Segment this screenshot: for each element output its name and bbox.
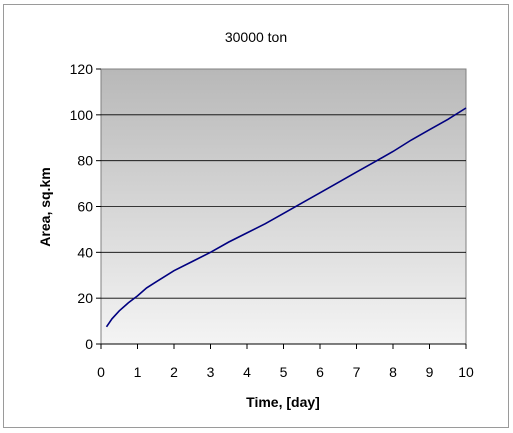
series-line — [105, 107, 467, 328]
x-tick-label: 1 — [134, 364, 142, 380]
y-tick-label: 60 — [77, 199, 93, 215]
x-tick-label: 7 — [353, 364, 361, 380]
y-axis-label: Area, sq.km — [37, 167, 53, 246]
x-axis-label: Time, [day] — [246, 394, 320, 410]
x-tick-label: 2 — [170, 364, 178, 380]
y-tick-label: 20 — [77, 290, 93, 306]
y-tick-label: 40 — [77, 244, 93, 260]
x-tick-label: 5 — [280, 364, 288, 380]
y-tick-label: 100 — [70, 107, 94, 123]
y-tick-label: 80 — [77, 153, 93, 169]
x-tick-label: 0 — [97, 364, 105, 380]
gridlines — [101, 114, 466, 299]
x-tick-label: 8 — [389, 364, 397, 380]
x-tick-label: 3 — [207, 364, 215, 380]
y-axis-ticks: 0 20 40 60 80 100 120 — [70, 61, 101, 352]
y-tick-label: 120 — [70, 61, 94, 77]
x-tick-label: 6 — [316, 364, 324, 380]
y-tick-label: 0 — [85, 336, 93, 352]
x-tick-label: 10 — [458, 364, 474, 380]
x-tick-label: 9 — [426, 364, 434, 380]
x-tick-label: 4 — [243, 364, 251, 380]
chart-title: 30000 ton — [225, 29, 287, 45]
x-axis-ticks: 0 1 2 3 4 5 6 7 8 9 10 — [97, 343, 474, 380]
